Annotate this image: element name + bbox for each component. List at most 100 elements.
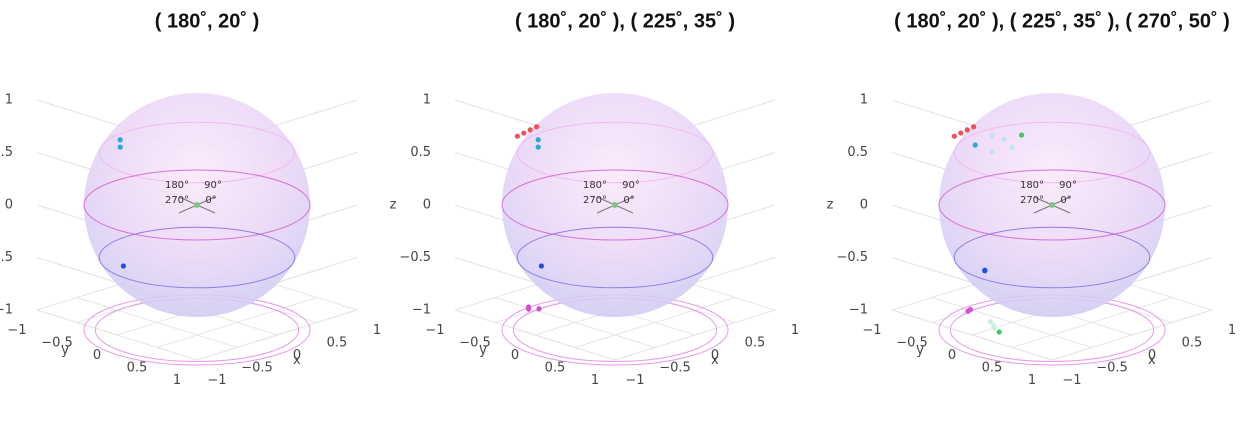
grid-line <box>1011 297 1173 348</box>
z-tick-label: 1 <box>5 93 13 108</box>
chart-title: ( 180˚, 20˚ ) <box>155 9 259 32</box>
y-tick-label: 1 <box>1028 373 1036 388</box>
y-tick-label: 0.5 <box>127 360 148 375</box>
point <box>1019 132 1025 138</box>
point <box>538 263 545 269</box>
y-tick-label: 0 <box>511 348 519 363</box>
point <box>989 148 995 155</box>
grid-line <box>156 297 318 348</box>
angle-label: 90° <box>204 180 222 191</box>
y-tick-label: −1 <box>862 323 881 338</box>
z-tick-label: 0 <box>5 198 13 213</box>
x-tick-label: 0 <box>711 348 719 363</box>
latitude-ring <box>98 121 296 184</box>
grid-line <box>614 309 776 361</box>
y-tick-label: 0 <box>948 348 956 363</box>
x-tick-label: 0 <box>1148 348 1156 363</box>
point <box>120 263 126 269</box>
angle-label: 90° <box>622 180 640 191</box>
angle-label: 270° <box>583 195 607 206</box>
x-tick-label: −0.5 <box>659 360 691 375</box>
point <box>117 144 123 150</box>
x-tick-label: 0.5 <box>745 335 766 350</box>
x-axis-title: x <box>293 353 301 368</box>
point <box>982 268 988 274</box>
y-tick-label: 0.5 <box>982 360 1003 375</box>
x-tick-label: 0.5 <box>1182 335 1203 350</box>
latitude-ring <box>83 169 311 241</box>
point <box>521 130 527 136</box>
y-tick-label: 1 <box>591 373 599 388</box>
angle-label: 0° <box>205 195 216 206</box>
angle-label: 0° <box>623 195 634 206</box>
point <box>967 306 974 313</box>
y-axis-title: y <box>61 343 69 358</box>
point <box>536 306 542 312</box>
latitude-ring <box>516 226 714 289</box>
z-tick-label: −0.5 <box>399 250 431 265</box>
x-tick-label: −1 <box>625 373 644 388</box>
z-tick-label: −1 <box>849 303 868 318</box>
x-axis-title: x <box>1148 353 1156 368</box>
point <box>514 133 521 139</box>
point <box>1001 136 1007 142</box>
x-tick-label: 0.5 <box>327 335 348 350</box>
y-tick-label: 0 <box>93 348 101 363</box>
latitude-ring <box>953 121 1151 184</box>
angle-label: 180° <box>583 180 607 191</box>
grid-line <box>574 297 736 348</box>
latitude-ring <box>98 226 296 289</box>
z-tick-label: −1 <box>412 303 431 318</box>
z-tick-label: 1 <box>423 93 431 108</box>
z-tick-label: −0.5 <box>0 250 13 265</box>
point <box>958 130 964 136</box>
y-tick-label: 0.5 <box>545 360 566 375</box>
chart-title: ( 180˚, 20˚ ), ( 225˚, 35˚ ), ( 270˚, 50… <box>894 9 1230 32</box>
panel: ( 180˚, 20˚ ), ( 225˚, 35˚ ), ( 270˚, 50… <box>827 9 1237 387</box>
y-tick-label: −0.5 <box>41 335 73 350</box>
x-tick-label: −0.5 <box>1096 360 1128 375</box>
z-tick-label: −0.5 <box>836 250 868 265</box>
x-tick-label: −1 <box>1062 373 1081 388</box>
point <box>117 137 123 143</box>
grid-line <box>1051 309 1213 361</box>
point <box>535 144 541 150</box>
x-tick-label: 1 <box>373 323 381 338</box>
point <box>534 124 540 130</box>
z-axis-title: z <box>390 198 397 213</box>
point <box>989 133 995 139</box>
angle-label: 270° <box>165 195 189 206</box>
x-tick-label: 0 <box>293 348 301 363</box>
y-tick-label: −0.5 <box>896 335 928 350</box>
x-tick-label: −0.5 <box>241 360 273 375</box>
x-tick-label: 1 <box>791 323 799 338</box>
grid-line <box>196 309 358 361</box>
y-tick-label: −0.5 <box>459 335 491 350</box>
latitude-ring <box>516 121 714 184</box>
point <box>535 137 541 143</box>
z-tick-label: 0.5 <box>410 145 431 160</box>
angle-label: 0° <box>1060 195 1071 206</box>
y-tick-label: 1 <box>173 373 181 388</box>
point <box>996 329 1002 335</box>
z-tick-label: 0.5 <box>0 145 13 160</box>
angle-label: 180° <box>165 180 189 191</box>
center-dot <box>612 202 618 208</box>
point <box>991 325 998 331</box>
y-tick-label: −1 <box>7 323 26 338</box>
point <box>987 319 994 325</box>
z-tick-label: 0.5 <box>847 145 868 160</box>
z-tick-label: −1 <box>0 303 13 318</box>
y-tick-label: −1 <box>425 323 444 338</box>
point <box>951 133 958 139</box>
angle-label: 270° <box>1020 195 1044 206</box>
latitude-ring <box>953 226 1151 289</box>
point <box>972 142 978 148</box>
y-axis-title: y <box>916 343 924 358</box>
y-axis-title: y <box>479 343 487 358</box>
point <box>527 127 533 133</box>
x-tick-label: −1 <box>207 373 226 388</box>
center-dot <box>194 202 200 208</box>
x-tick-label: 1 <box>1228 323 1236 338</box>
